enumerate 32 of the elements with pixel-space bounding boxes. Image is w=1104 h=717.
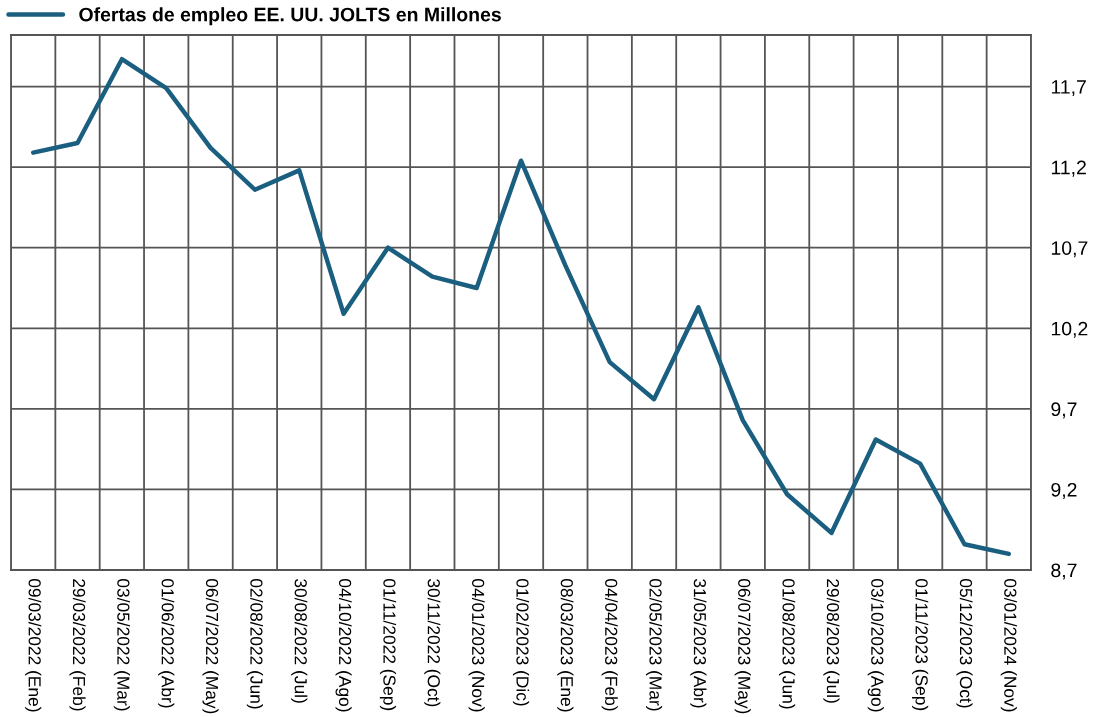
x-tick-label: 04/10/2022 (Ago) — [335, 579, 352, 712]
x-tick-label: 01/06/2022 (Abr) — [158, 579, 175, 708]
x-tick-label: 03/10/2023 (Ago) — [867, 579, 884, 712]
y-tick-label: 11,7 — [1051, 80, 1086, 97]
y-tick-label: 8,7 — [1051, 563, 1077, 580]
x-tick-label: 30/08/2022 (Jul) — [291, 579, 308, 703]
x-tick-label: 03/05/2022 (Mar) — [113, 579, 130, 711]
x-tick-label: 31/05/2023 (Abr) — [690, 579, 707, 708]
x-tick-label: 08/03/2023 (Ene) — [557, 579, 574, 712]
x-tick-label: 30/11/2022 (Oct) — [424, 579, 441, 707]
y-tick-label: 11,2 — [1051, 160, 1086, 177]
x-tick-label: 06/07/2022 (May) — [202, 579, 219, 714]
y-tick-label: 10,7 — [1051, 241, 1088, 258]
x-tick-label: 29/03/2022 (Feb) — [69, 579, 86, 711]
x-tick-label: 09/03/2022 (Ene) — [25, 579, 42, 712]
legend-label: Ofertas de empleo EE. UU. JOLTS en Millones — [79, 7, 501, 26]
line-series — [30, 56, 1012, 557]
x-tick-label: 01/11/2023 (Sep) — [912, 579, 929, 711]
y-tick-label: 9,2 — [1051, 482, 1077, 499]
x-tick-label: 04/04/2023 (Feb) — [601, 579, 618, 711]
y-tick-label: 10,2 — [1051, 321, 1088, 338]
x-tick-label: 29/08/2023 (Jul) — [823, 579, 840, 703]
x-tick-label: 03/01/2024 (Nov) — [1000, 579, 1017, 712]
x-tick-label: 02/05/2023 (Mar) — [645, 579, 663, 711]
x-tick-label: 02/08/2022 (Jun) — [246, 579, 263, 709]
x-tick-label: 01/08/2023 (Jun) — [779, 579, 796, 709]
x-tick-label: 05/12/2023 (Oct) — [956, 579, 973, 708]
x-tick-label: 01/02/2023 (Dic) — [512, 579, 530, 706]
x-tick-label: 01/11/2022 (Sep) — [379, 579, 397, 711]
x-tick-label: 06/07/2023 (May) — [734, 579, 751, 714]
y-tick-label: 9,7 — [1051, 402, 1077, 419]
x-tick-label: 04/01/2023 (Nov) — [468, 579, 485, 712]
